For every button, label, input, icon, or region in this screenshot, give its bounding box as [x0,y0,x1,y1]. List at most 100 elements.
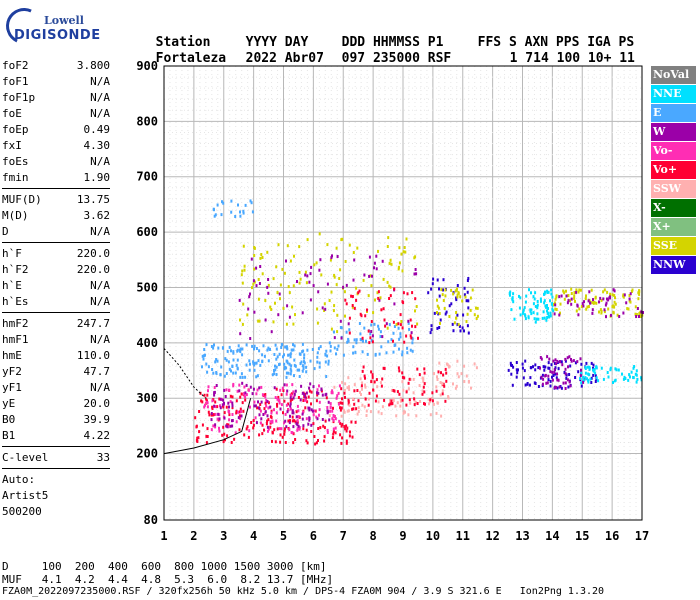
auto-scaling-line: 500200 [2,505,42,518]
echo-point [392,339,394,343]
echo-point [255,375,258,379]
echo-point [407,321,410,325]
echo-point [409,401,412,405]
echo-point [587,299,590,303]
echo-point [401,371,404,375]
echo-point [303,395,306,399]
echo-point [235,409,238,413]
echo-point [289,414,291,418]
echo-point [427,397,430,401]
echo-point [315,261,318,265]
echo-point [289,355,292,359]
echo-point [301,342,304,346]
echo-point [519,296,522,300]
echo-point [310,402,312,406]
echo-point [552,359,555,363]
echo-point [372,381,375,385]
echo-point [523,306,526,310]
echo-point [402,250,405,254]
echo-point [629,292,632,296]
echo-point [313,409,316,413]
echo-point [339,401,342,405]
echo-point [343,391,346,395]
echo-point [270,330,273,334]
echo-point [298,245,301,249]
echo-point [223,401,225,405]
echo-point [308,418,311,422]
echo-point [407,319,410,323]
echo-point [630,370,633,374]
echo-point [548,357,551,361]
echo-point [347,339,350,343]
echo-point [308,416,311,420]
echo-point [253,363,256,367]
echo-point [568,373,571,376]
echo-point [226,349,229,353]
echo-point [302,399,305,402]
echo-point [242,392,245,396]
echo-point [551,307,554,311]
echo-point [195,424,198,428]
echo-point [275,265,278,269]
echo-point [376,291,379,295]
legend-item-noval: NoVal [651,66,696,84]
echo-point [292,441,295,445]
echo-point [243,268,246,272]
echo-point [525,294,528,298]
echo-point [238,298,241,302]
echo-point [343,425,346,429]
echo-point [393,302,396,306]
echo-point [308,386,311,390]
echo-point [223,432,226,436]
echo-point [316,360,319,364]
echo-point [205,343,208,347]
echo-point [326,411,329,415]
echo-point [228,410,231,414]
echo-point [264,410,267,414]
echo-point [610,313,612,317]
echo-point [636,307,639,310]
echo-point [248,429,251,433]
echo-point [261,256,264,259]
echo-point [406,292,409,296]
echo-point [358,289,361,293]
echo-point [533,317,536,321]
param-name: foE [2,107,22,120]
echo-point [312,385,315,389]
echo-point [258,406,260,410]
echo-point [609,295,611,299]
echo-point [349,430,351,434]
echo-point [251,392,254,396]
echo-point [463,293,466,297]
echo-point [269,305,272,309]
param-name: hmF1 [2,333,29,346]
echo-point [286,244,289,248]
echo-point [386,326,389,330]
echo-point [432,402,435,406]
echo-point [239,210,241,214]
echo-point [389,294,392,298]
echo-point [276,291,279,294]
echo-point [575,290,578,294]
echo-point [576,303,579,307]
echo-point [367,329,370,333]
echo-point [318,413,320,417]
echo-point [310,265,313,269]
echo-point [286,410,289,414]
echo-point [635,315,638,318]
param-name: h`Es [2,295,29,308]
echo-point [445,379,448,383]
echo-point [383,318,386,322]
echo-point [258,282,261,285]
echo-point [590,381,593,384]
echo-point [559,302,562,306]
echo-point [422,377,425,381]
echo-point [294,313,296,317]
echo-point [331,391,334,395]
echo-point [637,291,640,295]
echo-point [556,378,559,382]
param-name: M(D) [2,209,29,222]
echo-point [405,390,408,394]
echo-point [430,287,433,291]
echo-point [264,401,267,405]
